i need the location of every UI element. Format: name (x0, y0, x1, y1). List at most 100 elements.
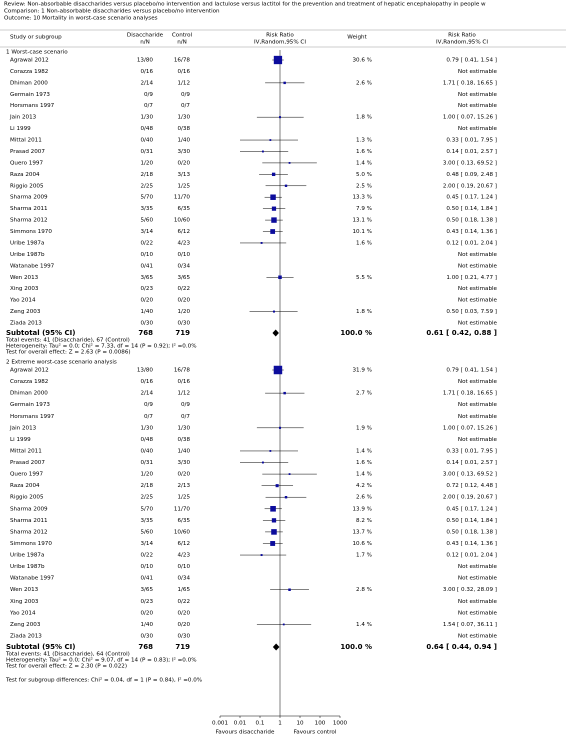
rr-label: 0.33 [ 0.01, 7.95 ] (446, 138, 497, 144)
ctrl-events: 0/34 (177, 576, 190, 582)
point-estimate (269, 139, 272, 141)
rr-label: 0.48 [ 0.09, 2.48 ] (446, 172, 497, 178)
point-estimate (283, 81, 286, 85)
ctrl-events: 3/65 (177, 275, 190, 281)
point-estimate (282, 623, 285, 626)
study-name: Watanabe 1997 (10, 576, 55, 582)
rr-label: Not estimable (458, 263, 498, 269)
study-name: Xing 2003 (10, 599, 39, 605)
rr-label: 1.71 [ 0.18, 16.65 ] (443, 80, 497, 86)
group-title: 2 Extreme worst-case scenario analysis (6, 360, 117, 366)
ctrl-events: 0/30 (177, 634, 190, 640)
weight: 1.4 % (356, 160, 372, 166)
ctrl-events: 10/60 (174, 218, 191, 224)
study-name: Ziada 2013 (10, 634, 42, 640)
point-estimate (272, 310, 275, 313)
weight: 2.7 % (356, 391, 372, 397)
rr-label: 0.50 [ 0.14, 1.84 ] (446, 518, 497, 524)
exp-events: 0/16 (140, 379, 153, 385)
rr-label: Not estimable (458, 610, 498, 616)
subtotal-rr: 0.64 [ 0.44, 0.94 ] (426, 643, 497, 651)
exp-events: 3/65 (140, 275, 153, 281)
rr-label: 1.00 [ 0.07, 15.26 ] (443, 115, 497, 121)
ctrl-events: 0/38 (177, 126, 190, 132)
rr-label: Not estimable (458, 69, 498, 75)
favours-left: Favours disaccharide (216, 730, 275, 736)
study-name: Horsmans 1997 (10, 103, 55, 109)
rr-label: 2.00 [ 0.19, 20.67 ] (443, 183, 497, 189)
x-tick-label: 100 (315, 721, 326, 727)
exp-events: 0/31 (140, 149, 153, 155)
study-name: Corazza 1982 (10, 69, 48, 75)
rr-label: 0.33 [ 0.01, 7.95 ] (446, 448, 497, 454)
weight: 13.1 % (352, 218, 372, 224)
exp-events: 0/20 (140, 610, 153, 616)
study-name: Raza 2004 (10, 483, 40, 489)
ctrl-events: 0/10 (177, 564, 190, 570)
exp-events: 2/25 (140, 183, 153, 189)
ctrl-events: 0/9 (181, 92, 190, 98)
weight: 1.9 % (356, 425, 372, 431)
exp-events: 0/23 (140, 599, 153, 605)
weight: 5.5 % (356, 275, 372, 281)
comparison: Comparison: 1 Non-absorbable disaccharid… (4, 9, 220, 15)
rr-label: 0.50 [ 0.18, 1.38 ] (446, 529, 497, 535)
weight: 2.5 % (356, 183, 372, 189)
point-estimate (278, 426, 282, 429)
rr-label: 0.72 [ 0.12, 4.48 ] (446, 483, 497, 489)
rr-label: 0.43 [ 0.14, 1.36 ] (446, 541, 497, 547)
point-estimate (283, 391, 286, 395)
study-name: Dhiman 2000 (10, 80, 48, 86)
exp-events: 0/20 (140, 298, 153, 304)
weight: 1.4 % (356, 448, 372, 454)
study-name: Riggio 2005 (10, 495, 44, 501)
rr-label: 3.00 [ 0.32, 28.09 ] (443, 587, 497, 593)
rr-label: Not estimable (458, 379, 498, 385)
rr-label: 0.50 [ 0.14, 1.84 ] (446, 206, 497, 212)
ctrl-events: 0/16 (177, 69, 190, 75)
weight: 1.4 % (356, 622, 372, 628)
study-name: Watanabe 1997 (10, 263, 55, 269)
exp-events: 1/30 (140, 425, 153, 431)
point-estimate (271, 217, 277, 223)
weight: 2.6 % (356, 495, 372, 501)
exp-events: 0/41 (140, 263, 153, 269)
study-name: Zeng 2003 (10, 309, 41, 315)
point-estimate (271, 518, 277, 523)
subtotal-ctrl: 719 (175, 329, 190, 337)
point-estimate (270, 229, 276, 234)
point-estimate (273, 365, 283, 375)
ctrl-events: 1/12 (177, 391, 190, 397)
study-name: Li 1999 (10, 126, 31, 132)
point-estimate (271, 172, 276, 177)
ctrl-events: 0/9 (181, 402, 190, 408)
subtotal-rr: 0.61 [ 0.42, 0.88 ] (426, 329, 497, 337)
study-name: Horsmans 1997 (10, 414, 55, 420)
exp-events: 0/9 (144, 92, 153, 98)
ctrl-events: 1/25 (177, 495, 190, 501)
rr-label: 0.45 [ 0.17, 1.24 ] (446, 506, 497, 512)
exp-events: 5/60 (140, 218, 153, 224)
header-rr: Risk Ratio (448, 33, 476, 39)
header-study: Study or subgroup (10, 35, 62, 41)
ctrl-events: 16/78 (174, 58, 191, 64)
study-name: Yao 2014 (9, 298, 36, 304)
ctrl-events: 3/30 (177, 460, 190, 466)
ctrl-events: 2/13 (177, 483, 190, 489)
review: Review: Non-absorbable disaccharides ver… (4, 2, 486, 8)
weight: 8.2 % (356, 518, 372, 524)
weight: 2.6 % (356, 80, 372, 86)
header-exp: Disaccharide (127, 33, 164, 39)
diamond (272, 329, 279, 337)
ctrl-events: 0/7 (181, 103, 190, 109)
point-estimate (278, 116, 282, 119)
total-events: Total events: 41 (Disaccharide), 64 (Con… (5, 652, 130, 658)
ctrl-events: 11/70 (174, 195, 191, 201)
overall-effect: Test for overall effect: Z = 2.63 (P = 0… (5, 350, 131, 356)
ctrl-events: 4/23 (177, 553, 190, 559)
rr-label: Not estimable (458, 252, 498, 258)
rr-label: Not estimable (458, 286, 498, 292)
ctrl-events: 0/38 (177, 437, 190, 443)
rr-label: Not estimable (458, 103, 498, 109)
x-tick-label: 0.01 (234, 721, 247, 727)
